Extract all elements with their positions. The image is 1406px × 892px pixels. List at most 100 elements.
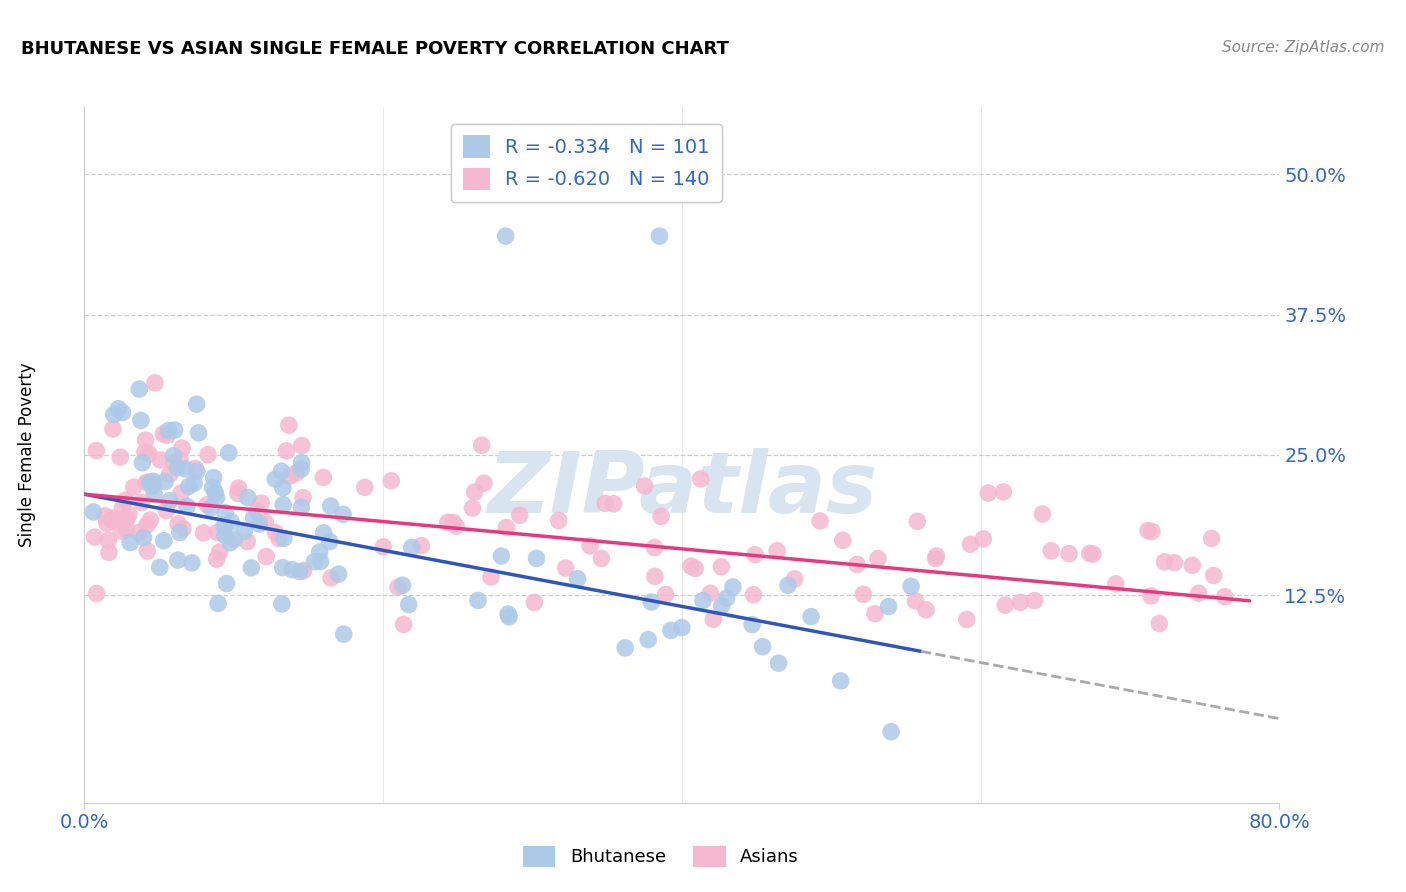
Point bbox=[800, 609, 823, 624]
Point bbox=[776, 578, 799, 592]
Point bbox=[444, 519, 467, 533]
Point bbox=[218, 446, 240, 460]
Point bbox=[650, 509, 672, 524]
Point bbox=[554, 561, 576, 575]
Legend: R = -0.334   N = 101, R = -0.620   N = 140: R = -0.334 N = 101, R = -0.620 N = 140 bbox=[451, 124, 721, 202]
Point bbox=[86, 586, 108, 600]
Point bbox=[479, 570, 502, 584]
Point bbox=[461, 501, 484, 516]
Point bbox=[591, 551, 613, 566]
Point bbox=[312, 525, 335, 540]
Point bbox=[135, 433, 157, 447]
Point bbox=[1163, 556, 1185, 570]
Point bbox=[602, 497, 624, 511]
Point bbox=[101, 511, 124, 525]
Point bbox=[783, 572, 806, 586]
Point bbox=[200, 500, 222, 515]
Point bbox=[312, 470, 335, 484]
Point bbox=[205, 552, 228, 566]
Point bbox=[391, 578, 413, 592]
Point bbox=[254, 549, 277, 564]
Point bbox=[685, 561, 707, 575]
Point bbox=[716, 591, 738, 605]
Point bbox=[86, 443, 108, 458]
Point bbox=[491, 549, 513, 563]
Point bbox=[120, 535, 142, 549]
Point bbox=[162, 456, 184, 470]
Point bbox=[201, 481, 224, 495]
Point bbox=[523, 595, 546, 609]
Point bbox=[373, 540, 395, 554]
Point bbox=[226, 486, 249, 500]
Point bbox=[159, 467, 181, 482]
Point bbox=[721, 580, 744, 594]
Point bbox=[472, 476, 495, 491]
Point bbox=[97, 533, 120, 548]
Point bbox=[172, 441, 194, 455]
Point bbox=[97, 545, 120, 559]
Point bbox=[526, 551, 548, 566]
Point bbox=[671, 621, 693, 635]
Point bbox=[880, 724, 903, 739]
Point bbox=[332, 627, 354, 641]
Point bbox=[202, 471, 225, 485]
Point bbox=[387, 580, 409, 594]
Point bbox=[134, 445, 156, 459]
Point bbox=[166, 461, 188, 475]
Point bbox=[644, 541, 666, 555]
Point bbox=[215, 576, 238, 591]
Point bbox=[276, 443, 298, 458]
Point bbox=[808, 514, 831, 528]
Point bbox=[972, 532, 994, 546]
Point bbox=[115, 512, 138, 526]
Point bbox=[290, 462, 312, 476]
Point bbox=[167, 553, 190, 567]
Point bbox=[1105, 577, 1128, 591]
Point bbox=[634, 479, 657, 493]
Point bbox=[1024, 593, 1046, 607]
Point bbox=[437, 516, 460, 530]
Point bbox=[309, 554, 332, 568]
Point bbox=[153, 533, 176, 548]
Point bbox=[214, 506, 236, 520]
Point bbox=[207, 525, 229, 540]
Point bbox=[170, 486, 193, 500]
Point bbox=[131, 495, 153, 509]
Point bbox=[290, 456, 312, 470]
Point bbox=[159, 493, 181, 508]
Point bbox=[176, 500, 198, 514]
Point bbox=[648, 229, 671, 244]
Point bbox=[1040, 544, 1063, 558]
Point bbox=[136, 518, 159, 533]
Point bbox=[1213, 590, 1236, 604]
Point bbox=[495, 520, 517, 534]
Point bbox=[207, 596, 229, 610]
Point bbox=[291, 438, 314, 452]
Point bbox=[131, 456, 153, 470]
Point bbox=[103, 408, 125, 422]
Point bbox=[977, 486, 1000, 500]
Point bbox=[149, 453, 172, 467]
Point bbox=[153, 475, 176, 489]
Point bbox=[308, 545, 330, 559]
Point bbox=[169, 525, 191, 540]
Point bbox=[751, 640, 773, 654]
Point bbox=[290, 500, 312, 515]
Point bbox=[271, 560, 294, 574]
Point bbox=[107, 401, 129, 416]
Point bbox=[205, 491, 228, 505]
Point bbox=[149, 560, 172, 574]
Point bbox=[155, 503, 177, 517]
Point bbox=[905, 514, 928, 528]
Point bbox=[184, 461, 207, 475]
Point bbox=[741, 617, 763, 632]
Point bbox=[692, 593, 714, 607]
Point bbox=[1153, 555, 1175, 569]
Point bbox=[181, 556, 204, 570]
Point bbox=[852, 587, 875, 601]
Point bbox=[398, 598, 420, 612]
Point bbox=[174, 462, 197, 476]
Point bbox=[702, 612, 724, 626]
Point bbox=[831, 533, 853, 548]
Point bbox=[900, 579, 922, 593]
